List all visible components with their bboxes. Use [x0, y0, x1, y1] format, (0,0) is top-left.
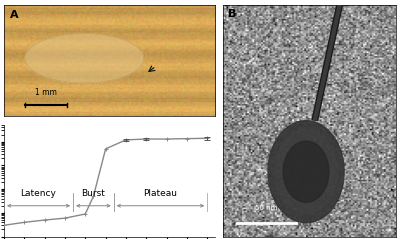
Polygon shape: [272, 125, 341, 218]
Text: A: A: [10, 10, 19, 20]
Polygon shape: [268, 121, 344, 223]
Text: Plateau: Plateau: [144, 189, 178, 198]
Text: Burst: Burst: [82, 189, 105, 198]
Text: 50 nm: 50 nm: [255, 205, 278, 211]
Text: B: B: [228, 9, 237, 19]
Polygon shape: [275, 130, 337, 213]
Polygon shape: [25, 34, 144, 83]
Text: 1 mm: 1 mm: [35, 88, 57, 97]
Text: Latency: Latency: [21, 189, 56, 198]
Polygon shape: [283, 141, 329, 202]
